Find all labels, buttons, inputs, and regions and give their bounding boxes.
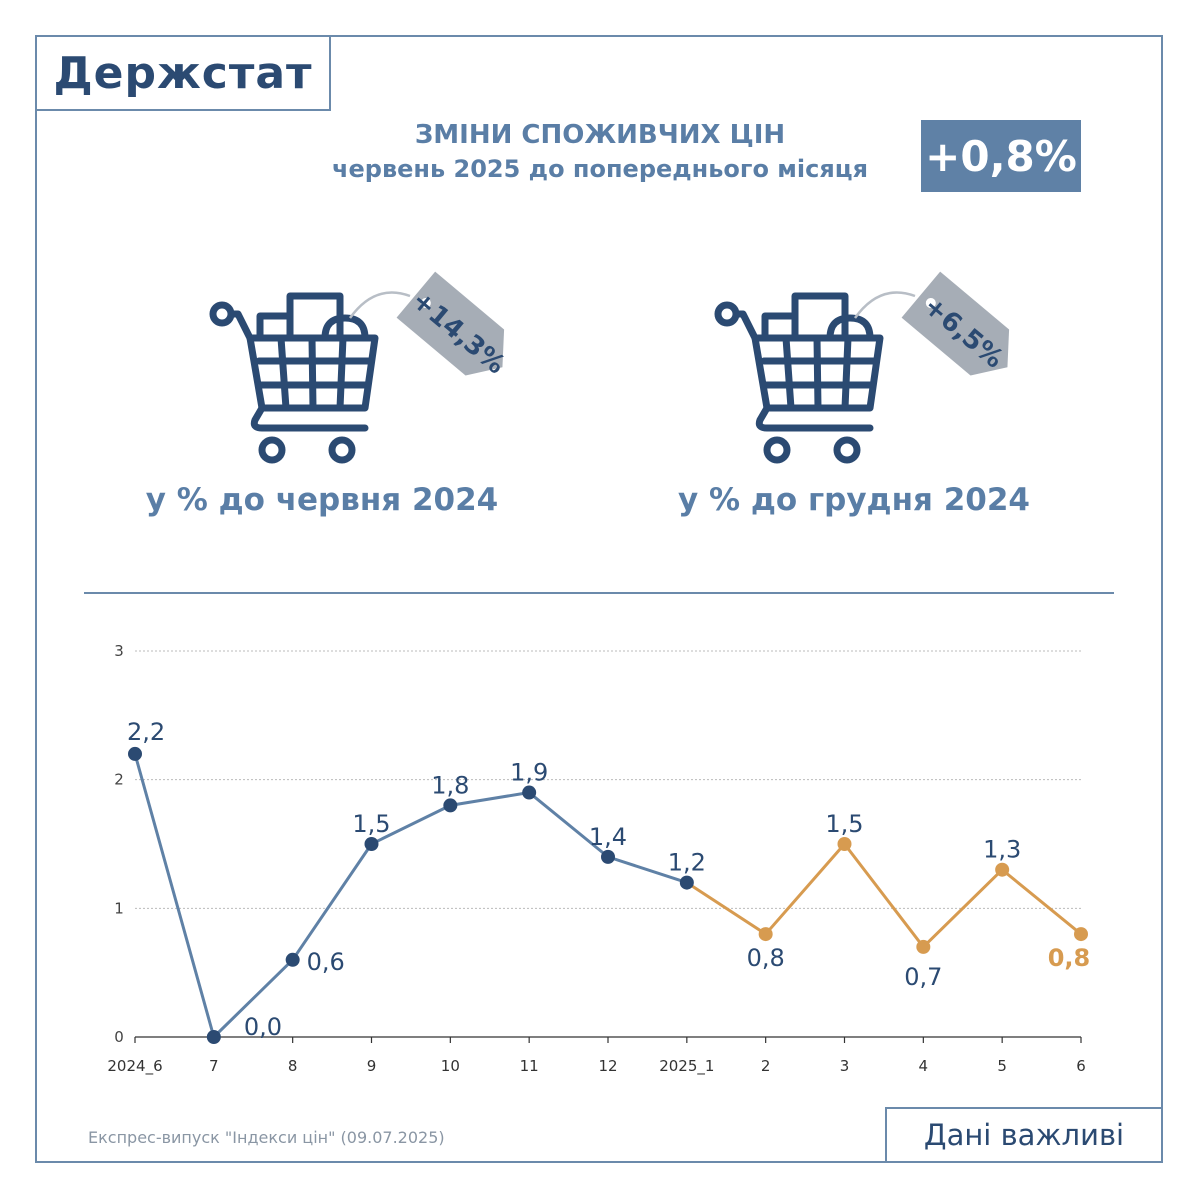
data-label: 0,8 xyxy=(1048,944,1091,972)
data-label: 0,0 xyxy=(244,1013,282,1041)
x-tick-label: 8 xyxy=(288,1057,298,1075)
x-tick-label: 10 xyxy=(441,1057,460,1075)
data-label: 0,7 xyxy=(904,963,942,991)
x-tick-label: 4 xyxy=(919,1057,929,1075)
data-point xyxy=(206,1030,221,1044)
data-point xyxy=(443,798,458,813)
price-tag-icon: +14,3% xyxy=(396,271,511,380)
data-point xyxy=(522,785,537,800)
x-tick-label: 3 xyxy=(840,1057,850,1075)
data-label: 1,8 xyxy=(431,771,469,799)
data-point xyxy=(128,746,142,761)
logo: Держстат xyxy=(53,47,313,99)
y-tick-label: 2 xyxy=(114,771,124,789)
x-tick-label: 12 xyxy=(598,1057,617,1075)
y-tick-label: 3 xyxy=(114,642,124,660)
cart-illustration-2: +6,5% xyxy=(714,271,1010,464)
data-label: 1,3 xyxy=(983,836,1021,864)
series-line-orange xyxy=(686,842,1082,949)
y-tick-label: 1 xyxy=(114,899,124,917)
data-point xyxy=(679,875,694,890)
data-label: 1,4 xyxy=(589,823,627,851)
page-title: ЗМІНИ СПОЖИВЧИХ ЦІН червень 2025 до попе… xyxy=(300,118,900,186)
x-tick-label: 2025_1 xyxy=(659,1057,714,1076)
data-point xyxy=(601,849,615,864)
data-label: 1,5 xyxy=(825,810,863,838)
x-tick-label: 2 xyxy=(761,1057,771,1075)
data-label: 0,6 xyxy=(307,948,345,976)
data-point xyxy=(285,952,300,967)
title-line-1: ЗМІНИ СПОЖИВЧИХ ЦІН xyxy=(414,120,786,150)
source-note: Експрес-випуск "Індекси цін" (09.07.2025… xyxy=(88,1128,445,1147)
series-line-blue xyxy=(133,753,688,1039)
data-point xyxy=(916,939,931,954)
price-tag-icon: +6,5% xyxy=(901,271,1010,376)
logo-box: Держстат xyxy=(35,35,331,111)
infographic-frame xyxy=(35,35,1163,1163)
title-line-2: червень 2025 до попереднього місяця xyxy=(332,155,868,183)
data-label: 1,2 xyxy=(668,849,706,877)
x-tick-label: 11 xyxy=(520,1057,539,1075)
data-point xyxy=(1074,927,1088,942)
cart-caption-2: у % до грудня 2024 xyxy=(677,482,1030,518)
data-label: 2,2 xyxy=(127,718,165,746)
data-point xyxy=(995,862,1010,877)
cart-illustration-1: +14,3% xyxy=(209,271,511,464)
x-tick-label: 5 xyxy=(997,1057,1007,1075)
cart-caption-1: у % до червня 2024 xyxy=(145,482,499,518)
data-point xyxy=(837,837,852,851)
x-tick-label: 2024_6 xyxy=(107,1057,162,1076)
section-divider xyxy=(84,592,1114,594)
x-tick-label: 9 xyxy=(367,1057,377,1075)
tagline: Дані важливі xyxy=(923,1118,1125,1152)
shopping-cart-icon xyxy=(209,292,379,464)
data-label: 0,8 xyxy=(747,944,785,972)
tagline-box: Дані важливі xyxy=(885,1107,1163,1163)
data-label: 1,9 xyxy=(510,759,548,787)
shopping-cart-icon xyxy=(714,292,884,464)
data-point xyxy=(758,927,773,942)
x-tick-label: 7 xyxy=(209,1057,219,1075)
data-label: 1,5 xyxy=(352,810,390,838)
data-point xyxy=(364,837,379,851)
monthly-change-badge: +0,8% xyxy=(921,120,1081,192)
x-tick-label: 6 xyxy=(1076,1057,1086,1075)
y-tick-label: 0 xyxy=(114,1028,124,1046)
